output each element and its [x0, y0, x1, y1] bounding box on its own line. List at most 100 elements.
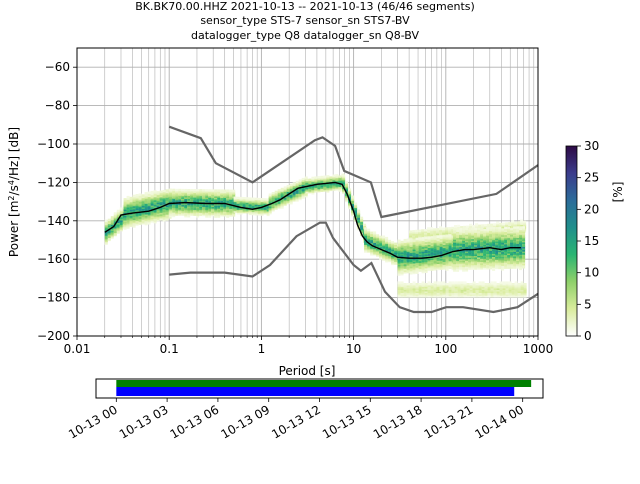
- psd-cell: [418, 263, 422, 266]
- psd-cell: [493, 284, 497, 287]
- psd-cell: [385, 241, 389, 244]
- psd-cell: [418, 283, 422, 286]
- psd-cell: [314, 178, 318, 181]
- psd-cell: [184, 208, 188, 212]
- psd-cell: [388, 256, 392, 260]
- psd-cell: [421, 243, 425, 246]
- psd-cell: [418, 265, 422, 268]
- psd-cell: [406, 284, 410, 287]
- psd-cell: [360, 219, 364, 223]
- psd-cell: [504, 248, 508, 251]
- psd-cell: [427, 236, 431, 239]
- psd-cell: [424, 235, 428, 238]
- psd-cell: [412, 293, 416, 297]
- psd-cell: [477, 253, 481, 256]
- psd-cell: [453, 235, 457, 239]
- psd-cell: [442, 267, 446, 270]
- psd-cell: [271, 193, 275, 196]
- psd-cell: [406, 295, 410, 298]
- psd-cell: [132, 205, 136, 208]
- psd-cell: [421, 229, 425, 232]
- psd-cell: [418, 254, 422, 257]
- psd-cell: [156, 208, 160, 211]
- psd-cell: [409, 238, 413, 241]
- psd-cell: [493, 224, 497, 228]
- psd-cell: [335, 186, 339, 189]
- psd-cell: [239, 203, 243, 206]
- psd-cell: [495, 249, 499, 253]
- psd-cell: [144, 196, 148, 200]
- psd-cell: [119, 221, 123, 224]
- psd-cell: [248, 197, 252, 200]
- psd-cell: [286, 198, 290, 202]
- psd-cell: [162, 217, 166, 220]
- psd-cell: [517, 222, 521, 226]
- psd-cell: [412, 267, 416, 270]
- psd-cell: [459, 240, 463, 243]
- psd-cell: [175, 196, 179, 199]
- mode-line-group: [104, 181, 521, 259]
- psd-cell: [169, 194, 173, 198]
- psd-cell: [382, 243, 386, 246]
- psd-cell: [483, 244, 487, 247]
- colorbar-tick-label: 25: [584, 171, 599, 185]
- psd-cell: [483, 233, 487, 236]
- psd-cell: [495, 242, 499, 245]
- psd-cell: [474, 249, 478, 252]
- psd-cell: [415, 248, 419, 251]
- psd-cell: [484, 290, 488, 293]
- psd-cell: [495, 265, 499, 268]
- psd-cell: [301, 179, 305, 182]
- psd-cell: [507, 248, 511, 251]
- psd-cell: [519, 229, 523, 232]
- psd-cell: [184, 210, 188, 213]
- psd-cell: [107, 224, 111, 228]
- psd-cell: [486, 264, 490, 267]
- psd-cell: [415, 237, 419, 241]
- psd-cell: [501, 255, 505, 259]
- psd-cell: [116, 214, 120, 217]
- psd-cell: [475, 283, 479, 286]
- psd-cell: [385, 252, 389, 255]
- psd-cell: [481, 295, 485, 298]
- psd-cell: [510, 263, 514, 266]
- psd-cell: [460, 226, 464, 229]
- psd-cell: [301, 196, 305, 199]
- psd-cell: [220, 204, 224, 208]
- psd-cell: [388, 241, 392, 244]
- psd-cell: [436, 247, 440, 251]
- psd-cell: [499, 289, 503, 292]
- psd-cell: [504, 262, 508, 265]
- psd-cell: [513, 240, 517, 243]
- psd-cell: [415, 290, 419, 293]
- psd-cell: [409, 239, 413, 243]
- psd-cell: [403, 260, 407, 263]
- psd-cell: [172, 193, 176, 196]
- psd-cell: [217, 200, 221, 203]
- psd-cell: [508, 292, 512, 295]
- psd-cell: [335, 185, 339, 188]
- psd-cell: [468, 267, 472, 270]
- psd-cell: [513, 238, 517, 242]
- psd-cell: [397, 248, 401, 252]
- psd-cell: [412, 295, 416, 298]
- psd-cell: [481, 289, 485, 292]
- psd-cell: [501, 254, 505, 257]
- psd-cell: [442, 245, 446, 249]
- psd-cell: [271, 195, 275, 198]
- psd-cell: [277, 204, 281, 207]
- psd-cell: [498, 231, 502, 234]
- psd-cell: [181, 208, 185, 212]
- psd-cell: [348, 189, 352, 193]
- psd-cell: [301, 188, 305, 192]
- psd-cell: [427, 239, 431, 242]
- psd-cell: [475, 224, 479, 228]
- psd-cell: [289, 202, 293, 205]
- psd-cell: [289, 189, 293, 193]
- psd-cell: [507, 231, 511, 234]
- psd-cell: [220, 209, 224, 212]
- psd-cell: [236, 204, 240, 207]
- psd-cell: [220, 206, 224, 209]
- psd-cell: [196, 198, 200, 201]
- psd-cell: [129, 210, 133, 214]
